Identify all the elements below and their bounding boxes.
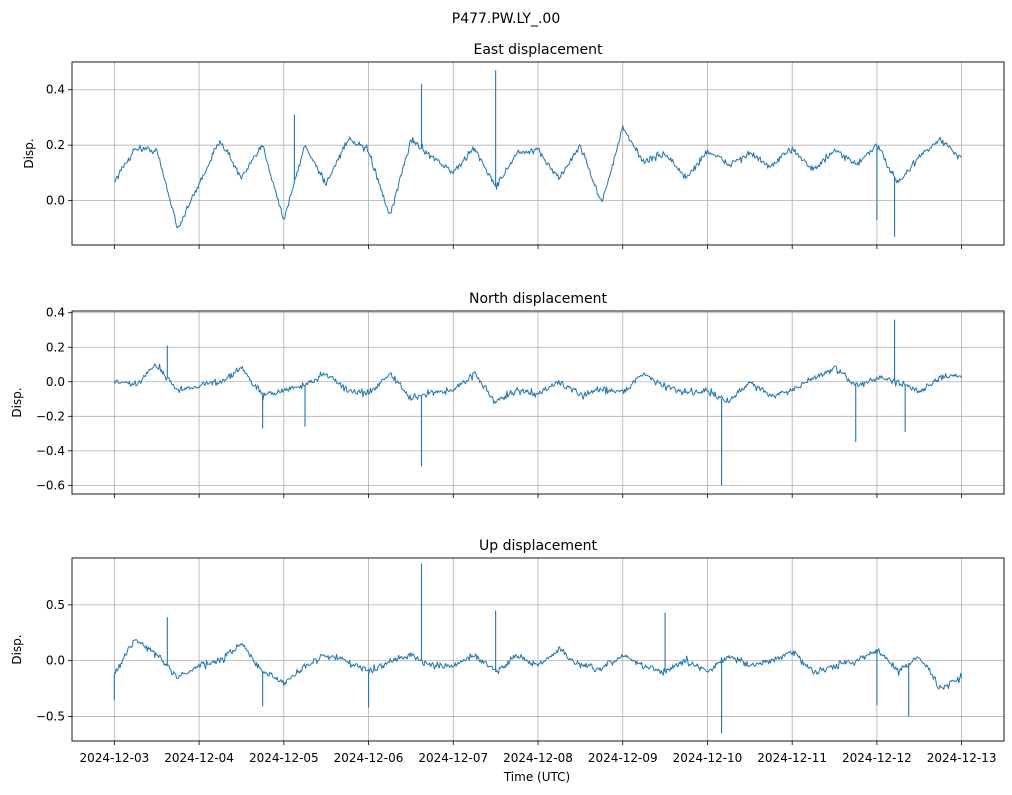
- subplot-title: North displacement: [469, 291, 607, 307]
- axes-frame: [71, 61, 1005, 246]
- y-tick-label: −0.5: [36, 709, 65, 723]
- figure-title: P477.PW.LY_.00: [452, 11, 561, 27]
- series-clip-group: [113, 319, 963, 486]
- x-tick-label: 2024-12-04: [164, 751, 234, 765]
- y-tick-label: −0.4: [36, 444, 65, 458]
- series-clip-group: [113, 563, 963, 734]
- y-tick-label: 0.5: [46, 598, 65, 612]
- subplot-2: −0.6 −0.4 −0.2 0.0 0.2 0.4 North displacement D…: [10, 291, 1005, 498]
- subplot-3: −0.5 0.0 0.5 Up displacement Disp. 2024-12-03…: [10, 538, 1005, 765]
- subplot-title: Up displacement: [479, 538, 597, 554]
- x-tick-label: 2024-12-08: [503, 751, 573, 765]
- series-line: [113, 363, 963, 404]
- y-tick-label: 0.0: [46, 194, 65, 208]
- x-tick-label: 2024-12-06: [334, 751, 404, 765]
- y-tick-label: 0.0: [46, 654, 65, 668]
- x-tick-label: 2024-12-11: [757, 751, 827, 765]
- y-axis-label: Disp.: [22, 138, 36, 168]
- y-tick-label: 0.4: [46, 83, 65, 97]
- axes-frame: [71, 310, 1005, 495]
- y-tick-label: 0.2: [46, 340, 65, 354]
- subplot-title: East displacement: [473, 42, 603, 58]
- x-tick-label: 2024-12-13: [927, 751, 997, 765]
- x-tick-label: 2024-12-05: [249, 751, 319, 765]
- x-tick-label: 2024-12-03: [79, 751, 149, 765]
- x-tick-label: 2024-12-10: [673, 751, 743, 765]
- axes-frame: [71, 557, 1005, 742]
- series-line: [113, 639, 963, 690]
- x-tick-label: 2024-12-07: [418, 751, 488, 765]
- y-tick-label: 0.2: [46, 138, 65, 152]
- y-tick-label: 0.4: [46, 306, 65, 320]
- y-tick-label: −0.6: [36, 478, 65, 492]
- series-line: [114, 125, 962, 229]
- y-axis-label: Disp.: [10, 634, 24, 664]
- x-tick-label: 2024-12-09: [588, 751, 658, 765]
- series-clip-group: [114, 70, 962, 237]
- subplot-1: 0.0 0.2 0.4 East displacement Disp.: [22, 42, 1005, 249]
- y-axis-label: Disp.: [10, 387, 24, 417]
- x-axis-label: Time (UTC): [503, 770, 570, 784]
- y-tick-label: 0.0: [46, 375, 65, 389]
- x-tick-label: 2024-12-12: [842, 751, 912, 765]
- y-tick-label: −0.2: [36, 409, 65, 423]
